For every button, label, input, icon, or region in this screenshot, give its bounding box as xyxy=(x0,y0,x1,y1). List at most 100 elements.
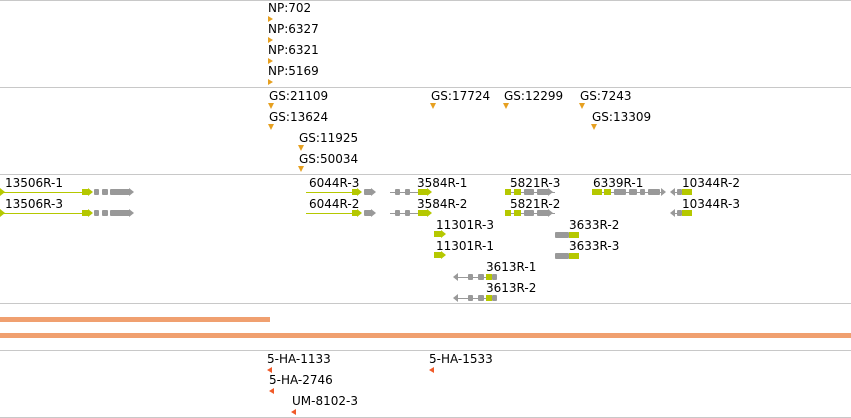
exon xyxy=(352,189,358,195)
intron-line xyxy=(390,213,430,214)
intron-line xyxy=(455,298,495,299)
gene-label: 10344R-3 xyxy=(682,197,740,211)
exon-arrow xyxy=(88,188,93,196)
exon xyxy=(468,274,473,280)
exon xyxy=(505,210,511,216)
intron-line xyxy=(3,213,83,214)
exon xyxy=(395,189,400,195)
exon-arrow xyxy=(548,188,553,196)
exon-arrow xyxy=(453,273,458,281)
gene-label: 13506R-3 xyxy=(5,197,63,211)
exon xyxy=(677,210,682,216)
reverse-marker-icon xyxy=(269,388,274,394)
gs-label: GS:13624 xyxy=(269,110,329,124)
exon-arrow xyxy=(371,188,376,196)
exon xyxy=(405,189,410,195)
exon xyxy=(352,210,358,216)
exon-arrow xyxy=(129,188,134,196)
exon xyxy=(478,274,484,280)
np-label: NP:702 xyxy=(268,1,312,15)
exon xyxy=(405,210,410,216)
exon xyxy=(395,210,400,216)
exon xyxy=(555,253,569,259)
gene-label: 11301R-1 xyxy=(436,239,494,253)
gene-label: 11301R-3 xyxy=(436,218,494,232)
exon xyxy=(682,210,692,216)
exon xyxy=(555,232,569,238)
intron-line xyxy=(306,213,354,214)
forward-marker-icon xyxy=(268,58,273,64)
down-marker-icon xyxy=(430,103,436,109)
gene-label: 13506R-1 xyxy=(5,176,63,190)
exon xyxy=(418,189,428,195)
exon xyxy=(364,210,372,216)
exon-arrow xyxy=(357,209,362,217)
exon xyxy=(505,189,511,195)
np-label: NP:6327 xyxy=(268,22,319,36)
exon xyxy=(614,189,626,195)
gene-label: 10344R-2 xyxy=(682,176,740,190)
exon-arrow xyxy=(441,230,446,238)
exon xyxy=(524,210,534,216)
gs-label: GS:12299 xyxy=(504,89,564,103)
exon-arrow xyxy=(88,209,93,217)
exon xyxy=(592,189,602,195)
exon xyxy=(492,295,497,301)
track-divider xyxy=(0,0,851,1)
exon xyxy=(640,189,645,195)
exon xyxy=(102,210,108,216)
reverse-marker-icon xyxy=(267,367,272,373)
exon-arrow xyxy=(661,188,666,196)
gene-label: 3613R-2 xyxy=(486,281,537,295)
exon-arrow xyxy=(427,209,432,217)
exon xyxy=(82,189,89,195)
ha-label: 5-HA-2746 xyxy=(269,373,333,387)
down-marker-icon xyxy=(298,145,304,151)
coverage-bar[interactable] xyxy=(0,333,851,338)
np-label: NP:5169 xyxy=(268,64,319,78)
exon-arrow xyxy=(453,294,458,302)
exon xyxy=(110,189,130,195)
track-divider xyxy=(0,174,851,175)
exon-arrow xyxy=(357,188,362,196)
ha-label: 5-HA-1133 xyxy=(267,352,331,366)
gs-label: GS:17724 xyxy=(431,89,491,103)
gene-label: 6044R-2 xyxy=(309,197,360,211)
exon-arrow xyxy=(548,209,553,217)
exon xyxy=(569,232,579,238)
gene-label: 3613R-1 xyxy=(486,260,537,274)
intron-line xyxy=(455,277,495,278)
gene-label: 6044R-3 xyxy=(309,176,360,190)
exon xyxy=(102,189,108,195)
ha-label: UM-8102-3 xyxy=(292,394,358,408)
exon-arrow xyxy=(670,188,675,196)
exon xyxy=(478,295,484,301)
down-marker-icon xyxy=(503,103,509,109)
exon xyxy=(648,189,660,195)
down-marker-icon xyxy=(268,103,274,109)
gene-label: 3584R-2 xyxy=(417,197,468,211)
exon xyxy=(604,189,611,195)
coverage-bar[interactable] xyxy=(0,317,270,322)
exon xyxy=(418,210,428,216)
forward-marker-icon xyxy=(268,79,273,85)
exon xyxy=(94,210,99,216)
gs-label: GS:7243 xyxy=(580,89,632,103)
np-label: NP:6321 xyxy=(268,43,319,57)
track-divider xyxy=(0,87,851,88)
exon xyxy=(537,210,549,216)
exon xyxy=(486,295,492,301)
exon xyxy=(677,189,682,195)
exon-arrow xyxy=(670,209,675,217)
exon-arrow xyxy=(441,251,446,259)
exon xyxy=(486,274,492,280)
intron-line xyxy=(592,192,662,193)
down-marker-icon xyxy=(298,166,304,172)
forward-marker-icon xyxy=(268,37,273,43)
gs-label: GS:50034 xyxy=(299,152,359,166)
exon xyxy=(82,210,89,216)
exon xyxy=(514,210,521,216)
gene-label: 3633R-2 xyxy=(569,218,620,232)
down-marker-icon xyxy=(579,103,585,109)
exon xyxy=(110,210,130,216)
